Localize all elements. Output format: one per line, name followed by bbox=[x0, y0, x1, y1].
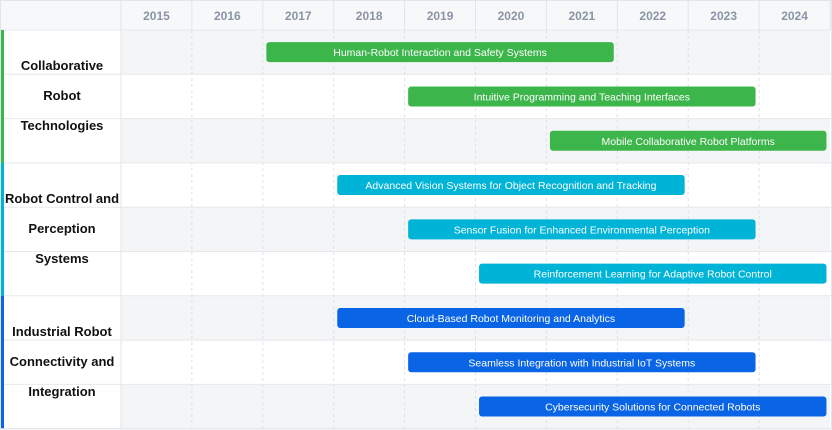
year-tick-label: 2022 bbox=[639, 9, 666, 23]
year-tick-label: 2015 bbox=[143, 9, 170, 23]
group-label: Industrial Robot Connectivity and Integr… bbox=[4, 296, 120, 429]
group-label-text: Collaborative Robot Technologies bbox=[4, 51, 120, 141]
bar-label: Mobile Collaborative Robot Platforms bbox=[602, 136, 775, 148]
year-tick-label: 2020 bbox=[498, 9, 525, 23]
bar-label: Seamless Integration with Industrial IoT… bbox=[468, 357, 695, 369]
year-tick-label: 2018 bbox=[356, 9, 383, 23]
year-tick-label: 2023 bbox=[710, 9, 737, 23]
year-tick-label: 2016 bbox=[214, 9, 241, 23]
year-tick-label: 2017 bbox=[285, 9, 312, 23]
bar-label: Advanced Vision Systems for Object Recog… bbox=[365, 180, 656, 192]
bar-label: Reinforcement Learning for Adaptive Robo… bbox=[534, 269, 772, 281]
group-label-text: Industrial Robot Connectivity and Integr… bbox=[4, 317, 120, 407]
year-tick-label: 2024 bbox=[781, 9, 808, 23]
bar-label: Cybersecurity Solutions for Connected Ro… bbox=[545, 402, 760, 414]
group-label: Collaborative Robot Technologies bbox=[4, 30, 120, 163]
bar-label: Sensor Fusion for Enhanced Environmental… bbox=[454, 224, 710, 236]
group-label-text: Robot Control and Perception Systems bbox=[4, 184, 120, 274]
bar-label: Intuitive Programming and Teaching Inter… bbox=[474, 91, 690, 103]
year-tick-label: 2019 bbox=[427, 9, 454, 23]
year-tick-label: 2021 bbox=[568, 9, 595, 23]
header-background bbox=[0, 0, 832, 30]
bar-label: Cloud-Based Robot Monitoring and Analyti… bbox=[407, 313, 615, 325]
group-label: Robot Control and Perception Systems bbox=[4, 163, 120, 296]
bar-label: Human-Robot Interaction and Safety Syste… bbox=[333, 47, 547, 59]
